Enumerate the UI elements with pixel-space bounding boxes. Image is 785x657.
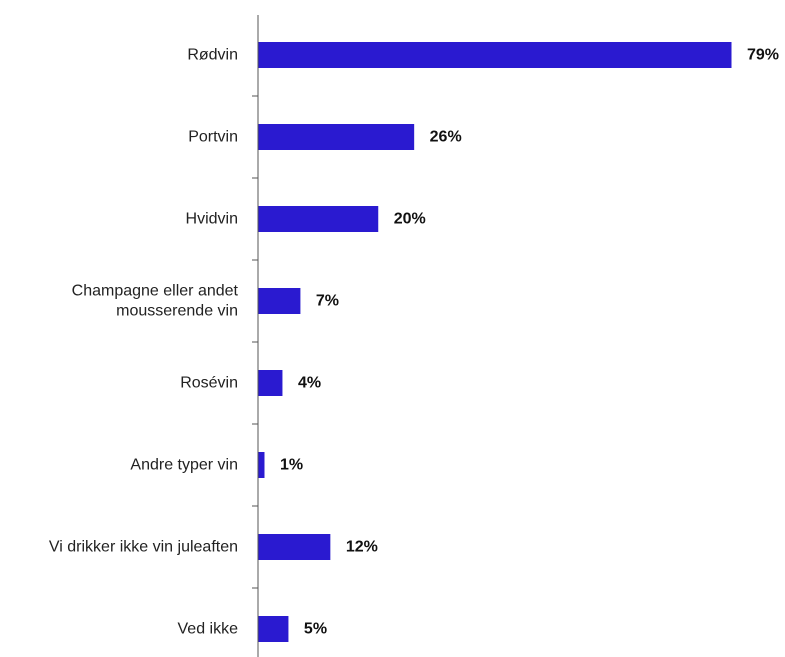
category-labels: Rødvin Portvin Hvidvin Champagne eller ande… [49,47,239,638]
value-label: 1% [280,457,303,474]
category-label: Portvin [188,129,238,146]
bars-group [258,42,732,642]
category-label-line: Rødvin [187,47,238,64]
value-label: 20% [394,211,426,228]
category-label-line: Rosévin [180,375,238,392]
category-label-line: Champagne eller andet [72,283,239,300]
bar [258,370,283,396]
category-label-line: Hvidvin [186,211,238,228]
bar [258,616,289,642]
bar [258,42,732,68]
value-label: 12% [346,539,378,556]
category-label: Ved ikke [178,621,239,638]
bar [258,452,265,478]
value-label: 26% [430,129,462,146]
category-label-line: mousserende vin [116,303,238,320]
category-label-line: Vi drikker ikke vin juleaften [49,539,238,556]
category-label: Vi drikker ikke vin juleaften [49,539,238,556]
bar [258,534,331,560]
value-labels: 79% 26% 20% 7% 4% 1% 12% 5% [280,47,779,638]
bar [258,206,379,232]
value-label: 7% [316,293,339,310]
category-label-line: Ved ikke [178,621,239,638]
value-label: 79% [747,47,779,64]
category-label: Rødvin [187,47,238,64]
bar [258,124,415,150]
value-label: 5% [304,621,327,638]
category-label: Hvidvin [186,211,238,228]
bar [258,288,301,314]
category-label: Champagne eller andet mousserende vin [72,283,239,320]
y-axis-ticks [252,95,258,589]
category-label-line: Portvin [188,129,238,146]
value-label: 4% [298,375,321,392]
category-label: Andre typer vin [130,457,238,474]
category-label: Rosévin [180,375,238,392]
category-label-line: Andre typer vin [130,457,238,474]
